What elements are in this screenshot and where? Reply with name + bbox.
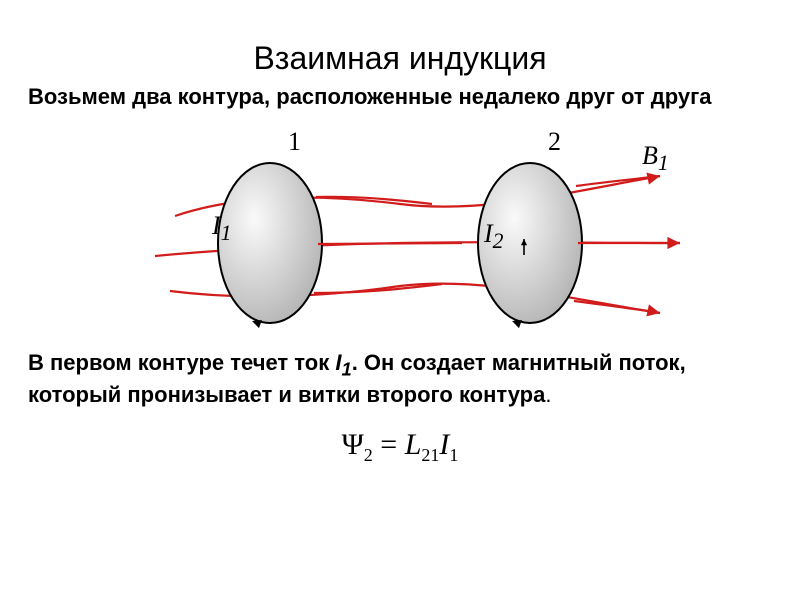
desc-current-symbol: I1 [335, 350, 351, 375]
eq-equals: = [373, 428, 405, 461]
desc-part1: В первом контуре течет ток [28, 350, 335, 375]
eq-sub21: 21 [421, 445, 439, 465]
description-text: В первом контуре течет ток I1. Он создае… [0, 349, 800, 409]
loop2-number: 2 [548, 127, 561, 157]
eq-L: L [405, 428, 422, 461]
current1-label: I1 [212, 211, 232, 246]
diagram-svg [0, 121, 800, 341]
desc-part4: . [545, 382, 551, 407]
loop1-number: 1 [288, 127, 301, 157]
page-title: Взаимная индукция [0, 0, 800, 83]
equation: Ψ2 = L21I1 [0, 428, 800, 466]
diagram: 1 2 B1 I1 I2 [0, 121, 800, 341]
eq-sub1: 1 [449, 445, 458, 465]
current2-label: I2 [484, 219, 504, 254]
eq-I: I [439, 428, 449, 461]
eq-psi: Ψ [342, 428, 364, 461]
eq-sub2: 2 [364, 445, 373, 465]
intro-text: Возьмем два контура, расположенные недал… [0, 83, 800, 111]
field-label: B1 [642, 141, 669, 176]
